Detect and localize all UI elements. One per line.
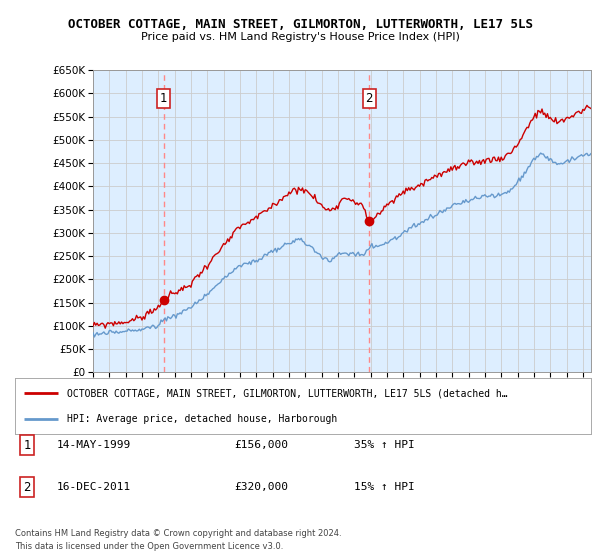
Text: 16-DEC-2011: 16-DEC-2011 [57,482,131,492]
Text: 35% ↑ HPI: 35% ↑ HPI [354,440,415,450]
Text: 1: 1 [23,438,31,452]
Text: 14-MAY-1999: 14-MAY-1999 [57,440,131,450]
Text: This data is licensed under the Open Government Licence v3.0.: This data is licensed under the Open Gov… [15,542,283,550]
Text: HPI: Average price, detached house, Harborough: HPI: Average price, detached house, Harb… [67,414,337,424]
Text: 15% ↑ HPI: 15% ↑ HPI [354,482,415,492]
Text: £156,000: £156,000 [234,440,288,450]
Text: £320,000: £320,000 [234,482,288,492]
Text: OCTOBER COTTAGE, MAIN STREET, GILMORTON, LUTTERWORTH, LE17 5LS (detached h…: OCTOBER COTTAGE, MAIN STREET, GILMORTON,… [67,388,508,398]
Text: Contains HM Land Registry data © Crown copyright and database right 2024.: Contains HM Land Registry data © Crown c… [15,529,341,538]
Text: OCTOBER COTTAGE, MAIN STREET, GILMORTON, LUTTERWORTH, LE17 5LS: OCTOBER COTTAGE, MAIN STREET, GILMORTON,… [67,18,533,31]
Text: Price paid vs. HM Land Registry's House Price Index (HPI): Price paid vs. HM Land Registry's House … [140,32,460,43]
Text: 2: 2 [23,480,31,494]
Text: 1: 1 [160,92,167,105]
Text: 2: 2 [365,92,373,105]
